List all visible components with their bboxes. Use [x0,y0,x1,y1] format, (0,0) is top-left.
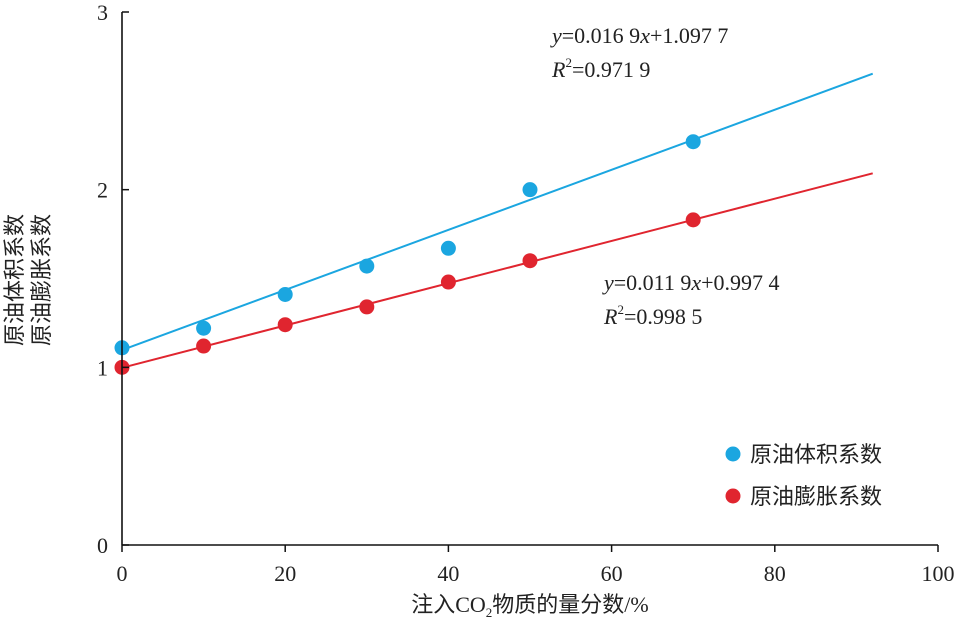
point-swelling [440,274,456,290]
point-volume [277,286,293,302]
y-axis-title-swelling: 原油膨胀系数 [29,214,54,346]
x-tick-label: 20 [274,561,296,586]
legend-marker-swelling [725,488,741,504]
y-ticks: 0 1 2 3 [97,0,129,558]
fit-line-volume [121,72,874,351]
x-tick-label: 60 [601,561,623,586]
x-tick-label: 80 [764,561,786,586]
r2-swelling: R2=0.998 5 [603,302,702,329]
x-axis-title: 注入CO2物质的量分数/% [411,592,649,620]
data-points [114,134,701,375]
point-volume [440,240,456,256]
y-axis-title-volume: 原油体积系数 [2,214,27,346]
x-tick-label: 0 [117,561,128,586]
legend-label-swelling: 原油膨胀系数 [750,484,882,509]
equation-swelling: y=0.011 9x+0.997 4 [602,270,780,295]
legend-marker-volume [725,446,741,462]
x-tick-label: 40 [437,561,459,586]
x-ticks: 0 20 40 60 80 100 [117,545,955,586]
point-volume [522,182,538,198]
point-volume [359,258,375,274]
point-swelling [685,212,701,228]
x-tick-label: 100 [922,561,955,586]
r2-volume: R2=0.971 9 [551,55,650,82]
legend: 原油体积系数 原油膨胀系数 [725,442,882,509]
y-tick-label: 3 [97,0,108,25]
point-swelling [359,299,375,315]
y-tick-label: 2 [97,178,108,203]
y-tick-label: 1 [97,355,108,380]
legend-label-volume: 原油体积系数 [750,442,882,467]
point-swelling [277,317,293,333]
point-volume [685,134,701,150]
fit-line-swelling [121,172,873,369]
equation-volume: y=0.016 9x+1.097 7 [550,23,728,48]
point-swelling [196,338,212,354]
point-volume [196,320,212,336]
fit-lines [121,72,874,369]
y-tick-label: 0 [97,533,108,558]
point-swelling [522,253,538,269]
